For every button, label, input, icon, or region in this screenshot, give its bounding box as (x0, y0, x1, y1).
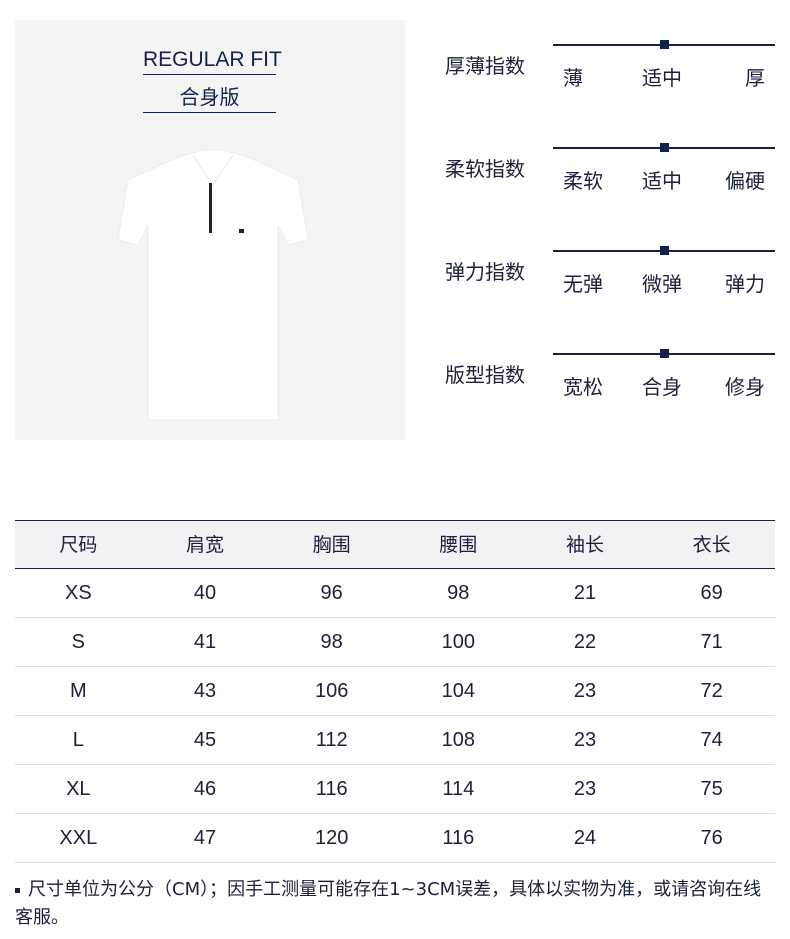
scale-2: 弹力指数无弹 微弹 弹力 (445, 246, 775, 320)
table-cell: XL (15, 764, 142, 814)
scale-option: 无弹 (563, 272, 603, 296)
scale-option: 修身 (725, 375, 765, 399)
scale-option: 宽松 (563, 375, 603, 399)
table-cell: 108 (394, 715, 522, 765)
table-cell: 100 (394, 617, 522, 667)
table-cell: 106 (268, 666, 395, 716)
table-cell: XS (15, 568, 142, 618)
table-cell: S (15, 617, 142, 667)
scale-marker (660, 143, 669, 152)
table-cell: 114 (394, 764, 522, 814)
scale-marker (660, 349, 669, 358)
table-cell: L (15, 715, 142, 765)
scale-option: 厚 (745, 66, 765, 90)
column-header: 尺码 (15, 520, 142, 569)
table-cell: 22 (521, 617, 649, 667)
scale-marker (660, 40, 669, 49)
table-cell: 24 (521, 813, 649, 863)
table-cell: 75 (648, 764, 775, 814)
table-row: S 41 98 100 22 71 (15, 617, 775, 667)
table-cell: 69 (648, 568, 775, 618)
table-cell: XXL (15, 813, 142, 863)
bullet-icon (15, 887, 20, 893)
scale-1: 柔软指数柔软 适中 偏硬 (445, 143, 775, 217)
polo-shirt-image (117, 149, 309, 421)
scale-label: 弹力指数 (445, 260, 525, 284)
footnote-text: 尺寸单位为公分（CM）；因手工测量可能存在1~3CM误差，具体以实物为准，或请咨… (15, 879, 762, 928)
table-cell: 116 (268, 764, 395, 814)
scale-option: 微弹 (642, 272, 682, 296)
scale-option: 柔软 (563, 169, 603, 193)
scale-0: 厚薄指数薄 适中 厚 (445, 40, 775, 114)
scale-option: 弹力 (725, 272, 765, 296)
column-header: 腰围 (394, 520, 522, 569)
table-cell: 40 (141, 568, 269, 618)
table-cell: 46 (141, 764, 269, 814)
table-cell: 47 (141, 813, 269, 863)
footnote: 尺寸单位为公分（CM）；因手工测量可能存在1~3CM误差，具体以实物为准，或请咨… (15, 876, 775, 932)
table-cell: 116 (394, 813, 522, 863)
table-cell: 112 (268, 715, 395, 765)
table-row: XS 40 96 98 21 69 (15, 568, 775, 618)
table-cell: 21 (521, 568, 649, 618)
table-row: XXL 47 120 116 24 76 (15, 813, 775, 863)
table-cell: 96 (268, 568, 395, 618)
table-cell: 41 (141, 617, 269, 667)
table-cell: 72 (648, 666, 775, 716)
product-photo: REGULAR FIT 合身版 (15, 20, 405, 440)
column-header: 胸围 (268, 520, 395, 569)
table-cell: M (15, 666, 142, 716)
scale-label: 版型指数 (445, 363, 525, 387)
table-cell: 76 (648, 813, 775, 863)
scale-marker (660, 246, 669, 255)
table-cell: 120 (268, 813, 395, 863)
size-table: 尺码 肩宽 胸围 腰围 袖长 衣长 XS 40 96 98 21 69 S 41 98 100 22 71 M 43… (15, 520, 775, 863)
fit-title-english: REGULAR FIT (143, 46, 282, 75)
scale-option: 适中 (642, 66, 682, 90)
table-cell: 43 (141, 666, 269, 716)
column-header: 袖长 (521, 520, 649, 569)
scale-option: 合身 (642, 375, 682, 399)
column-header: 衣长 (648, 520, 775, 569)
table-cell: 23 (521, 666, 649, 716)
table-cell: 71 (648, 617, 775, 667)
table-cell: 104 (394, 666, 522, 716)
scale-label: 柔软指数 (445, 157, 525, 181)
scale-option: 薄 (563, 66, 583, 90)
table-cell: 74 (648, 715, 775, 765)
table-cell: 23 (521, 764, 649, 814)
table-row: XL 46 116 114 23 75 (15, 764, 775, 814)
table-cell: 98 (268, 617, 395, 667)
column-header: 肩宽 (141, 520, 269, 569)
fit-title-chinese: 合身版 (143, 82, 276, 113)
table-row: M 43 106 104 23 72 (15, 666, 775, 716)
scale-3: 版型指数宽松 合身 修身 (445, 349, 775, 423)
table-row: L 45 112 108 23 74 (15, 715, 775, 765)
scale-option: 偏硬 (725, 169, 765, 193)
table-cell: 98 (394, 568, 522, 618)
scale-option: 适中 (642, 169, 682, 193)
table-cell: 23 (521, 715, 649, 765)
table-cell: 45 (141, 715, 269, 765)
scale-label: 厚薄指数 (445, 54, 525, 78)
